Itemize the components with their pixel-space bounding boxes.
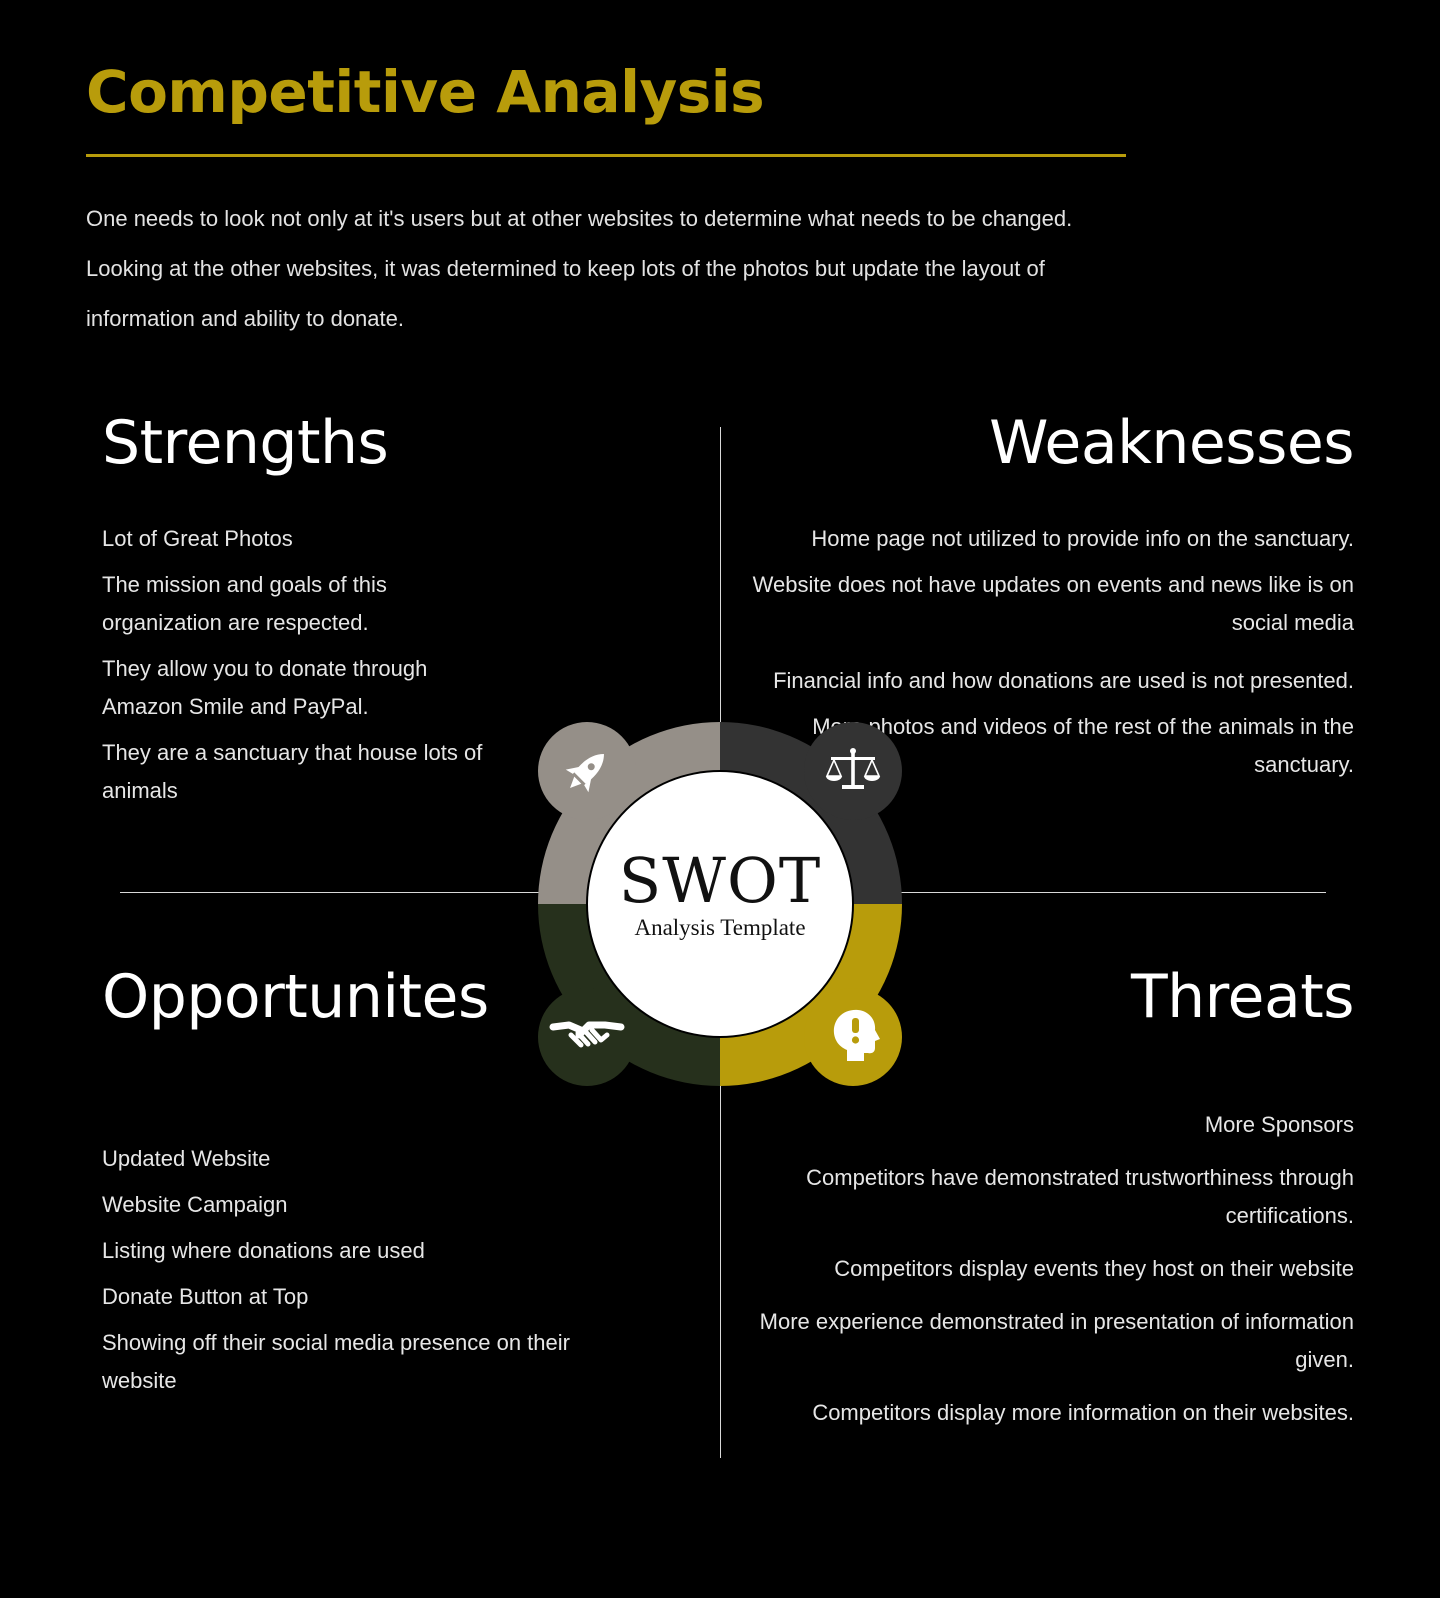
opportunities-bubble (538, 988, 636, 1086)
opportunity-item: Showing off their social media presence … (102, 1330, 570, 1393)
intro-line: Looking at the other websites, it was de… (86, 256, 1045, 281)
horizontal-divider-left (120, 892, 540, 893)
threat-item: More Sponsors (1204, 1112, 1354, 1137)
weakness-item: More photos and videos of the rest of th… (812, 714, 1354, 777)
weaknesses-heading: Weaknesses (989, 408, 1354, 478)
swot-center-label: SWOT Analysis Template (588, 772, 852, 1036)
handshake-icon (549, 1021, 625, 1048)
strength-item: Lot of Great Photos (102, 526, 293, 551)
opportunity-item: Website Campaign (102, 1192, 288, 1217)
page-title: Competitive Analysis (86, 58, 765, 126)
strengths-heading: Strengths (102, 408, 389, 478)
swot-ring (538, 722, 902, 1086)
strength-item: They are a sanctuary that house lots of … (102, 740, 483, 803)
weakness-item: Financial info and how donations are use… (773, 668, 1354, 693)
horizontal-divider-right (900, 892, 1326, 893)
swot-word: SWOT (618, 844, 822, 917)
scales-icon (825, 748, 881, 789)
rocket-icon (565, 754, 604, 793)
intro-line: information and ability to donate. (86, 306, 404, 331)
threat-item: More experience demonstrated in presenta… (759, 1309, 1354, 1372)
opportunity-item: Listing where donations are used (102, 1238, 425, 1263)
intro-line: One needs to look not only at it's users… (86, 206, 1073, 231)
intro-paragraph: One needs to look not only at it's users… (86, 194, 1246, 344)
strengths-list: Lot of Great Photos The mission and goal… (102, 520, 502, 818)
threats-heading: Threats (1131, 962, 1355, 1032)
threat-item: Competitors display more information on … (812, 1400, 1354, 1425)
alert-head-icon (833, 1009, 880, 1061)
weakness-item: Home page not utilized to provide info o… (811, 526, 1354, 551)
strength-item: They allow you to donate through Amazon … (102, 656, 428, 719)
vertical-divider-bottom (720, 1082, 721, 1458)
weakness-item: Website does not have updates on events … (752, 572, 1354, 635)
weaknesses-list: Home page not utilized to provide info o… (714, 520, 1354, 792)
threat-item: Competitors display events they host on … (834, 1256, 1354, 1281)
threats-list: More Sponsors Competitors have demonstra… (714, 1106, 1354, 1447)
opportunity-item: Donate Button at Top (102, 1284, 309, 1309)
vertical-divider-top (720, 427, 721, 725)
title-divider (86, 154, 1126, 157)
strength-item: The mission and goals of this organizati… (102, 572, 387, 635)
swot-subtitle: Analysis Template (634, 915, 806, 940)
swot-diagram: SWOT Analysis Template (538, 722, 902, 1086)
opportunity-item: Updated Website (102, 1146, 271, 1171)
threat-item: Competitors have demonstrated trustworth… (806, 1165, 1354, 1228)
opportunities-list: Updated Website Website Campaign Listing… (102, 1140, 602, 1408)
opportunities-heading: Opportunites (102, 962, 489, 1032)
center-disc-inner (588, 772, 852, 1036)
